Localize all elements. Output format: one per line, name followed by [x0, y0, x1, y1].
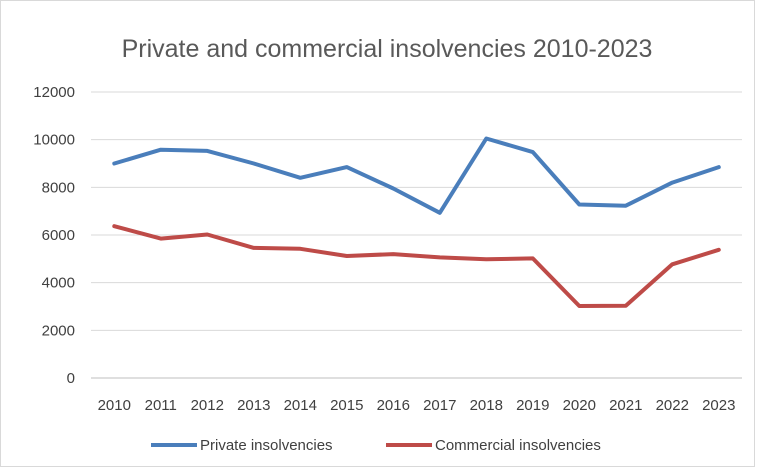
y-tick-label: 8000 — [42, 179, 75, 196]
legend: Private insolvencies Commercial insolvenc… — [151, 437, 601, 454]
x-tick-label: 2015 — [330, 397, 363, 414]
series-line — [112, 136, 721, 215]
y-tick-label: 2000 — [42, 322, 75, 339]
series-lines — [112, 136, 721, 308]
y-axis-ticks: 0 2000 4000 6000 8000 10000 12000 — [33, 84, 75, 387]
x-tick-label: 2023 — [702, 397, 735, 414]
x-tick-label: 2020 — [563, 397, 596, 414]
y-tick-label: 12000 — [33, 84, 75, 101]
y-tick-label: 10000 — [33, 132, 75, 149]
x-tick-label: 2012 — [191, 397, 224, 414]
chart-title: Private and commercial insolvencies 2010… — [122, 35, 653, 63]
legend-label: Commercial insolvencies — [435, 437, 601, 454]
x-tick-label: 2017 — [423, 397, 456, 414]
y-tick-label: 4000 — [42, 275, 75, 292]
legend-label: Private insolvencies — [200, 437, 333, 454]
x-tick-label: 2010 — [98, 397, 131, 414]
x-tick-label: 2011 — [145, 397, 177, 414]
x-tick-label: 2014 — [284, 397, 317, 414]
y-tick-label: 0 — [67, 370, 75, 387]
x-tick-label: 2016 — [377, 397, 410, 414]
x-axis-ticks: 2010 2011 2012 2013 2014 2015 2016 2017 2018 2019… — [98, 397, 736, 414]
x-tick-label: 2018 — [470, 397, 503, 414]
x-tick-label: 2019 — [516, 397, 549, 414]
x-tick-label: 2022 — [656, 397, 689, 414]
y-tick-label: 6000 — [42, 227, 75, 244]
x-tick-label: 2021 — [609, 397, 642, 414]
x-tick-label: 2013 — [237, 397, 270, 414]
series-line — [112, 224, 721, 308]
